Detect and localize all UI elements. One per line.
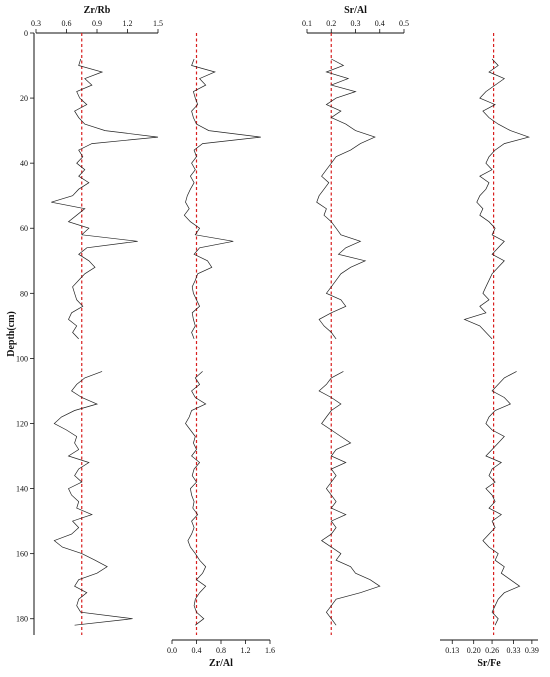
- x-tick-label: 1.2: [241, 646, 251, 655]
- panel-sr-al: 0.1 0.2 0.3 0.4 0.5 Sr/Al: [302, 5, 409, 635]
- x-axis-label: Zr/Al: [209, 658, 233, 669]
- series-line: [185, 371, 207, 626]
- depth-tick-label: 180: [16, 615, 28, 624]
- depth-tick-label: 160: [16, 550, 28, 559]
- panel-zr-al: 0.0 0.4 0.8 1.2 1.6 Zr/Al: [167, 33, 275, 669]
- series-line: [51, 58, 159, 340]
- series-line: [463, 58, 530, 340]
- x-tick-label: 1.5: [153, 19, 163, 28]
- depth-tick-label: 80: [20, 289, 28, 298]
- x-tick-label: 1.6: [265, 646, 275, 655]
- series-line: [53, 371, 133, 626]
- x-tick-label: 0.5: [399, 19, 409, 28]
- x-tick-label: 0.0: [167, 646, 177, 655]
- depth-tick-label: 100: [16, 354, 28, 363]
- depth-tick-label: 60: [20, 224, 28, 233]
- depth-tick-label: 20: [20, 94, 28, 103]
- series-line: [316, 58, 376, 340]
- depth-axis: 0 20 40 60 80 100 120 140 160 180 Depth(cm): [6, 29, 35, 635]
- x-axis-label: Sr/Al: [344, 5, 367, 16]
- depth-tick-label: 140: [16, 485, 28, 494]
- x-axis-label: Sr/Fe: [477, 658, 501, 669]
- x-tick-label: 0.9: [92, 19, 102, 28]
- depth-tick-label: 120: [16, 419, 28, 428]
- x-tick-label: 0.6: [62, 19, 72, 28]
- x-tick-label: 0.39: [525, 646, 539, 655]
- x-tick-label: 0.1: [302, 19, 312, 28]
- proxy-panels: 0.3 0.6 0.9 1.2 1.5 Zr/Rb 0.0 0.4 0.8 1.2 1.6 Zr/Al…: [31, 5, 539, 669]
- x-tick-label: 0.4: [375, 19, 385, 28]
- x-tick-label: 0.26: [485, 646, 499, 655]
- x-tick-label: 0.2: [326, 19, 336, 28]
- depth-axis-label: Depth(cm): [6, 311, 17, 357]
- x-tick-label: 0.13: [445, 646, 459, 655]
- x-axis-label: Zr/Rb: [84, 5, 111, 16]
- depth-tick-label: 0: [24, 29, 28, 38]
- panel-sr-fe: 0.13 0.20 0.26 0.33 0.39 Sr/Fe: [440, 33, 539, 669]
- depth-tick-label: 40: [20, 159, 28, 168]
- panel-zr-rb: 0.3 0.6 0.9 1.2 1.5 Zr/Rb: [31, 5, 163, 635]
- x-tick-label: 1.2: [123, 19, 133, 28]
- series-line: [482, 371, 521, 626]
- series-line: [318, 371, 381, 626]
- x-tick-label: 0.20: [467, 646, 481, 655]
- x-tick-label: 0.4: [192, 646, 202, 655]
- x-tick-label: 0.8: [216, 646, 226, 655]
- x-tick-label: 0.3: [351, 19, 361, 28]
- x-tick-label: 0.33: [507, 646, 521, 655]
- x-tick-label: 0.3: [31, 19, 41, 28]
- series-line: [183, 58, 261, 340]
